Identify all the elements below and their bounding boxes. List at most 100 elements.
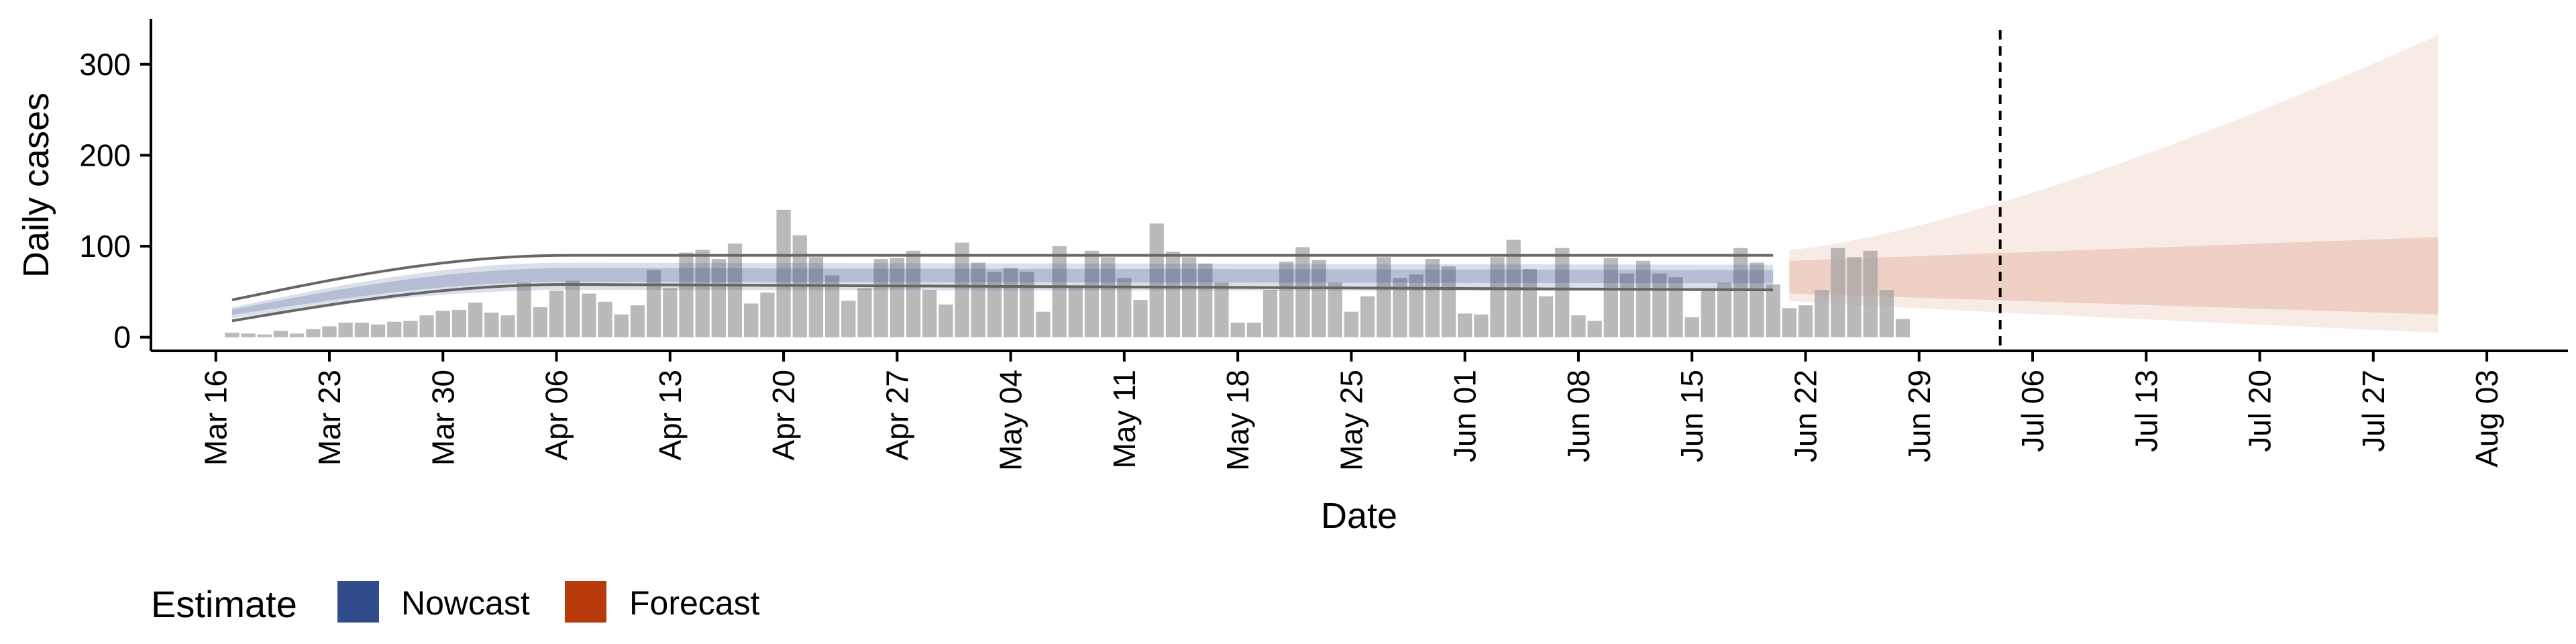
case-bar (1522, 268, 1538, 337)
case-bar (873, 259, 888, 337)
case-bar (744, 303, 759, 337)
case-bar (776, 209, 791, 337)
x-tick-label: Jun 29 (1902, 370, 1937, 462)
nowcast-inner-band (231, 268, 1774, 315)
case-bar (241, 333, 256, 337)
case-bar (549, 290, 564, 337)
case-bar (1295, 247, 1310, 337)
x-tick-label: May 18 (1220, 370, 1255, 471)
case-bar (1863, 250, 1878, 337)
forecast-bands (1789, 35, 2438, 333)
case-bar (419, 315, 434, 337)
x-tick-label: Aug 03 (2469, 370, 2504, 468)
legend-swatch-forecast (565, 581, 606, 623)
case-bar (1409, 274, 1424, 337)
case-bar (566, 280, 580, 337)
y-tick-label: 100 (79, 229, 131, 264)
case-bar (711, 259, 726, 337)
forecast-inner-band (1789, 237, 2438, 315)
case-bar (1117, 278, 1132, 337)
case-bar (1766, 284, 1780, 337)
case-bar (257, 334, 272, 337)
nowcast-upper-line (231, 254, 1774, 302)
case-bar (1393, 278, 1407, 337)
case-bar (1636, 260, 1651, 337)
case-bar (1214, 282, 1229, 337)
axes (150, 19, 2568, 352)
case-bar (451, 309, 467, 337)
case-bar (760, 292, 775, 337)
case-bar (1133, 300, 1148, 337)
case-bar (1458, 313, 1472, 337)
y-tick-label: 200 (79, 138, 131, 172)
x-tick-label: Apr 27 (879, 370, 914, 461)
legend-swatch-nowcast (337, 581, 379, 623)
x-tick-label: May 04 (994, 370, 1028, 471)
case-bar (1782, 308, 1796, 337)
x-tick-label: Jun 08 (1561, 370, 1596, 462)
case-bar (938, 304, 953, 337)
case-bar (1831, 248, 1845, 337)
x-ticks: Mar 16 Mar 23 Mar 30 Apr 06 Apr 13 Apr 20 Apr … (199, 351, 2504, 471)
y-tick-label: 0 (113, 320, 131, 355)
x-tick-label: Apr 13 (653, 370, 688, 461)
case-bar (1603, 258, 1618, 337)
case-bar (1068, 286, 1083, 337)
case-bar (1198, 263, 1213, 337)
x-tick-label: Apr 20 (766, 370, 801, 461)
case-bar (841, 301, 856, 337)
x-tick-label: May 25 (1334, 370, 1368, 471)
case-bar (1101, 257, 1116, 337)
case-bar (1684, 317, 1699, 337)
case-bar (273, 331, 288, 337)
case-bar (1246, 322, 1261, 337)
case-bar (322, 326, 337, 337)
case-bar (890, 258, 904, 337)
case-bar (857, 288, 872, 337)
case-bar (484, 313, 499, 337)
case-bar (1571, 315, 1586, 337)
case-bar (403, 321, 418, 337)
case-bar (1230, 322, 1245, 337)
case-bar (1587, 321, 1602, 337)
y-tick-label: 300 (79, 47, 131, 82)
x-tick-label: Jun 01 (1448, 370, 1483, 462)
case-bar (225, 332, 239, 337)
x-tick-label: May 11 (1107, 370, 1142, 468)
case-bar (906, 250, 921, 337)
case-bar (1344, 311, 1359, 337)
case-bar (1052, 246, 1067, 337)
case-bar (1895, 319, 1911, 337)
case-bar (435, 311, 450, 337)
nowcast-outer-band (231, 262, 1774, 319)
case-bar (1555, 248, 1570, 337)
case-bar (1084, 250, 1099, 337)
case-bar (1441, 266, 1456, 337)
case-bar (679, 252, 694, 337)
case-bar (808, 257, 824, 337)
case-bar (1328, 282, 1342, 337)
legend-label-nowcast: Nowcast (401, 584, 530, 622)
case-bar (338, 322, 353, 337)
x-tick-label: Jul 27 (2356, 370, 2391, 452)
x-tick-label: Jul 06 (2015, 370, 2050, 452)
x-tick-label: Mar 30 (425, 370, 460, 466)
case-bar (1425, 259, 1440, 337)
case-bar (500, 315, 515, 337)
case-bar (1360, 296, 1375, 337)
case-bar (370, 324, 386, 337)
case-bar (727, 243, 743, 337)
case-bar (1279, 262, 1294, 337)
case-bar (1181, 257, 1197, 337)
case-bar (971, 262, 985, 337)
x-tick-label: Jun 22 (1788, 370, 1823, 462)
case-bar (1490, 257, 1505, 337)
case-bar (824, 275, 840, 337)
case-bar (468, 303, 483, 337)
x-axis-title: Date (1321, 496, 1397, 536)
case-bar (1750, 262, 1764, 337)
nowcast-lower-line (231, 283, 1774, 323)
nowcast-bands (231, 254, 1774, 323)
case-bar (646, 270, 661, 337)
